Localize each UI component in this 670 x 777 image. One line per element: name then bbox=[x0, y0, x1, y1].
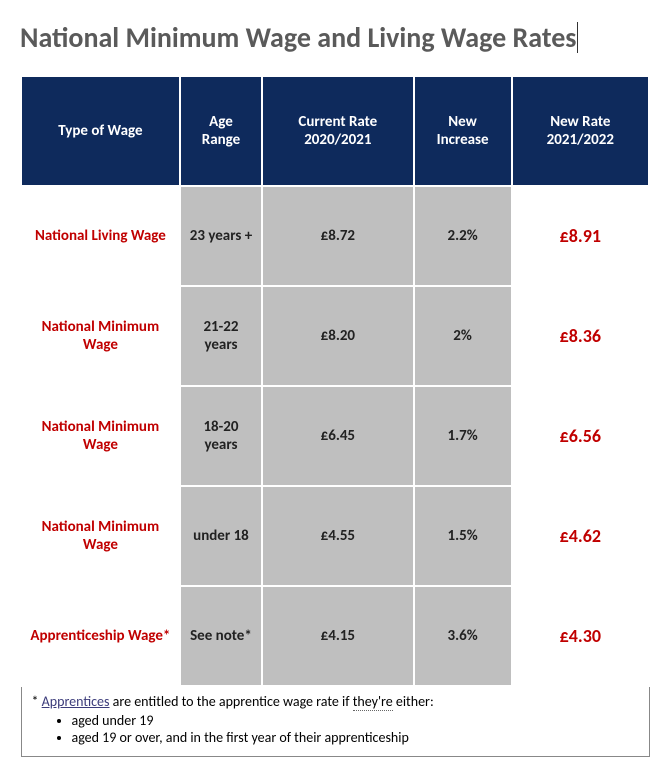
footnote-bullet: aged 19 or over, and in the first year o… bbox=[72, 729, 639, 746]
footnote-dotted: they're bbox=[353, 693, 393, 711]
footnote-prefix: * bbox=[32, 693, 42, 710]
cell-current: £4.55 bbox=[262, 486, 413, 586]
cell-type: National Minimum Wage bbox=[21, 286, 180, 386]
table-row: National Minimum Wage18-20 years£6.451.7… bbox=[21, 386, 649, 486]
cell-age: 23 years + bbox=[180, 186, 262, 286]
col-header-newrate: New Rate 2021/2022 bbox=[512, 76, 649, 186]
cell-increase: 2.2% bbox=[414, 186, 512, 286]
cell-type: National Living Wage bbox=[21, 186, 180, 286]
table-row: National Minimum Wageunder 18£4.551.5%£4… bbox=[21, 486, 649, 586]
cell-current: £4.15 bbox=[262, 586, 413, 686]
cell-current: £8.72 bbox=[262, 186, 413, 286]
cell-type: National Minimum Wage bbox=[21, 386, 180, 486]
cell-increase: 1.5% bbox=[414, 486, 512, 586]
cell-newrate: £4.30 bbox=[512, 586, 649, 686]
page-title: National Minimum Wage and Living Wage Ra… bbox=[20, 20, 576, 55]
table-row: National Living Wage23 years +£8.722.2%£… bbox=[21, 186, 649, 286]
footnote-bullet: aged under 19 bbox=[72, 712, 639, 729]
cell-age: 18-20 years bbox=[180, 386, 262, 486]
footnote-mid2: either: bbox=[393, 693, 434, 710]
cell-increase: 1.7% bbox=[414, 386, 512, 486]
cell-newrate: £8.91 bbox=[512, 186, 649, 286]
cell-age: See note* bbox=[180, 586, 262, 686]
cell-newrate: £6.56 bbox=[512, 386, 649, 486]
col-header-increase: New Increase bbox=[414, 76, 512, 186]
cell-type: Apprenticeship Wage* bbox=[21, 586, 180, 686]
cell-increase: 2% bbox=[414, 286, 512, 386]
cell-current: £8.20 bbox=[262, 286, 413, 386]
footnote-link: Apprentices bbox=[42, 693, 110, 710]
table-row: Apprenticeship Wage*See note*£4.153.6%£4… bbox=[21, 586, 649, 686]
cell-age: 21-22 years bbox=[180, 286, 262, 386]
footnote-list: aged under 19 aged 19 or over, and in th… bbox=[72, 712, 639, 746]
header-row: Type of Wage Age Range Current Rate 2020… bbox=[21, 76, 649, 186]
wage-table: Type of Wage Age Range Current Rate 2020… bbox=[20, 75, 650, 757]
cell-current: £6.45 bbox=[262, 386, 413, 486]
col-header-type: Type of Wage bbox=[21, 76, 180, 186]
cell-increase: 3.6% bbox=[414, 586, 512, 686]
table-row: National Minimum Wage21-22 years£8.202%£… bbox=[21, 286, 649, 386]
cell-newrate: £4.62 bbox=[512, 486, 649, 586]
col-header-current: Current Rate 2020/2021 bbox=[262, 76, 413, 186]
cell-type: National Minimum Wage bbox=[21, 486, 180, 586]
col-header-age: Age Range bbox=[180, 76, 262, 186]
cell-age: under 18 bbox=[180, 486, 262, 586]
cell-newrate: £8.36 bbox=[512, 286, 649, 386]
footnote-mid1: are entitled to the apprentice wage rate… bbox=[110, 693, 353, 710]
footnote: * Apprentices are entitled to the appren… bbox=[21, 686, 649, 757]
